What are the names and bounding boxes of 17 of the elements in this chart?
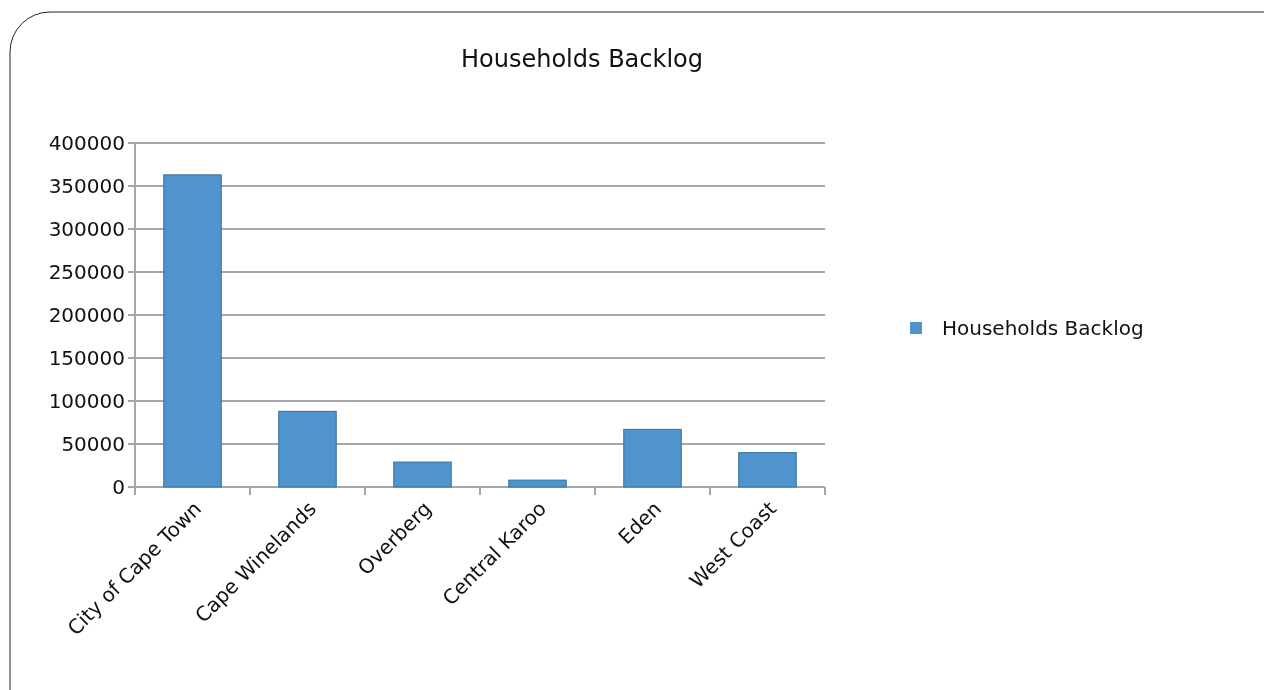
y-tick-label: 100000 (48, 389, 125, 413)
chart-title: Households Backlog (461, 45, 703, 73)
y-tick-label: 50000 (61, 432, 125, 456)
bar (163, 174, 222, 488)
y-tick-label: 150000 (48, 346, 125, 370)
y-tick-label: 200000 (48, 303, 125, 327)
y-tick-label: 250000 (48, 260, 125, 284)
y-tick-label: 300000 (48, 217, 125, 241)
y-tick-label: 400000 (48, 131, 125, 155)
y-tick-label: 350000 (48, 174, 125, 198)
bar (623, 428, 682, 488)
bar (393, 461, 452, 488)
legend-label: Households Backlog (942, 316, 1144, 340)
y-tick-label: 0 (112, 475, 125, 499)
bar (738, 452, 797, 488)
bar (278, 410, 337, 488)
bar (508, 479, 567, 488)
